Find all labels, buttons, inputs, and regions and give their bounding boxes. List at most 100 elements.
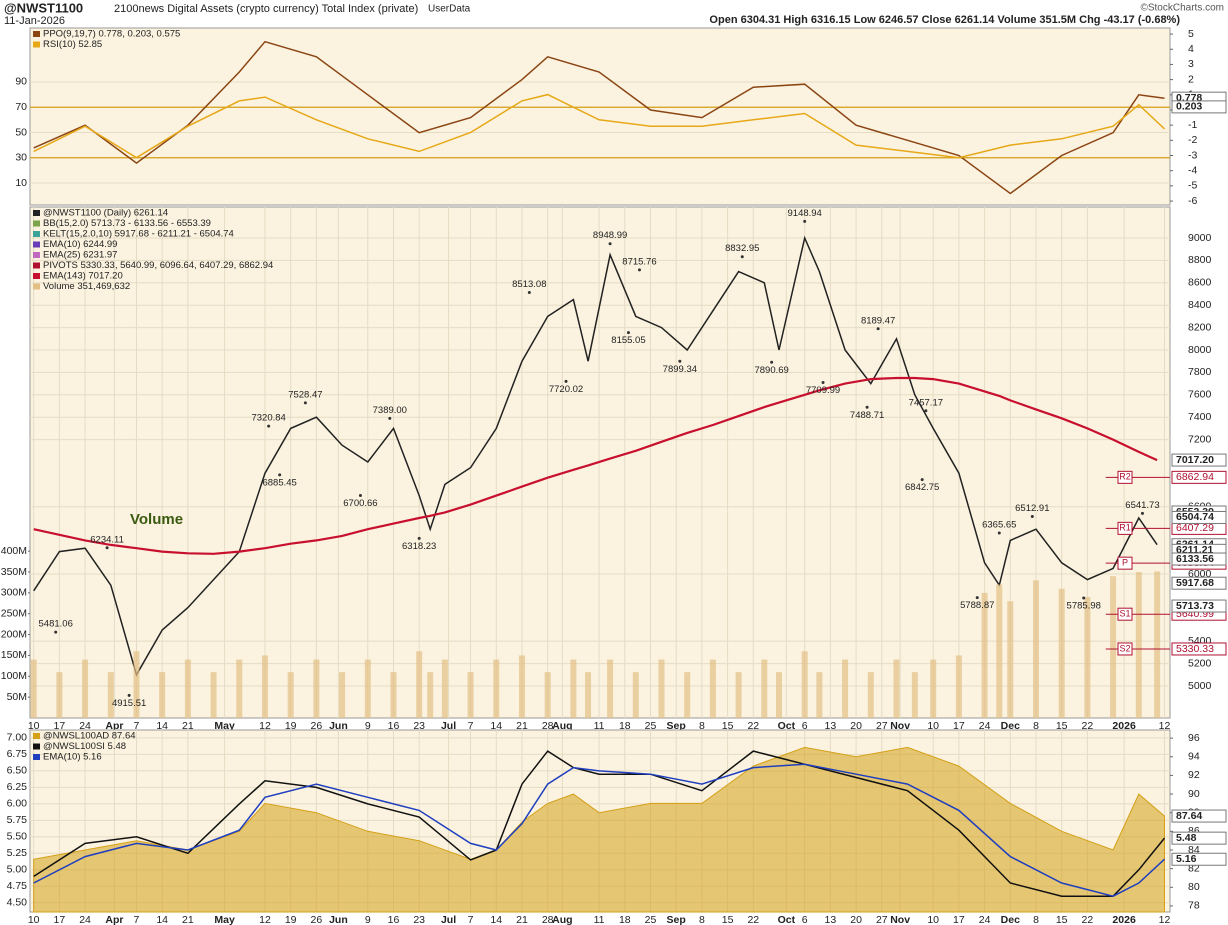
- x-tick-label: 24: [979, 914, 991, 925]
- y-tick-label: 7400: [1188, 411, 1212, 423]
- y2-tick-label: 2: [1188, 73, 1194, 85]
- x-tick-label: 27: [876, 914, 888, 925]
- annotation-label: 7890.69: [754, 365, 788, 376]
- y-tick-label: 5.00: [7, 864, 28, 876]
- annotation-point: [770, 360, 774, 364]
- volume-bar: [56, 672, 63, 718]
- x-tick-label: 17: [54, 720, 66, 732]
- x-tick-label: 22: [1082, 720, 1094, 732]
- annotation-label: 6885.45: [262, 477, 296, 488]
- y-tick-label: 8200: [1188, 321, 1212, 333]
- annotation-label: 5788.87: [960, 600, 994, 611]
- volume-bar: [709, 659, 716, 718]
- value-tag: [1171, 100, 1227, 114]
- x-tick-label: 14: [490, 720, 502, 732]
- pivot-value: 6862.94: [1176, 471, 1214, 483]
- x-tick-label: 16: [388, 914, 400, 925]
- volume-bar: [1154, 571, 1161, 718]
- credit: ©StockCharts.com: [1140, 3, 1224, 14]
- y-tick-label: 6.00: [7, 798, 28, 810]
- pivot-value: 6407.29: [1176, 522, 1214, 534]
- index-name: 2100news Digital Assets (crypto currency…: [114, 3, 418, 15]
- volume-bar: [427, 672, 434, 718]
- legend-entry: EMA(143) 7017.20: [43, 271, 123, 282]
- annotation-label: 7488.71: [850, 410, 884, 421]
- x-tick-label: 24: [79, 914, 91, 925]
- value-tag: [1171, 599, 1227, 613]
- y2-tick-label: 92: [1188, 769, 1200, 781]
- x-tick-label: 14: [490, 914, 502, 925]
- annotation-point: [105, 546, 109, 550]
- volume-bar: [261, 655, 268, 718]
- legend-swatch: [33, 41, 40, 48]
- x-tick-label: Oct: [778, 720, 796, 732]
- y-tick-label: 10: [15, 177, 27, 189]
- x-tick-label: 21: [516, 720, 528, 732]
- y2-tick-label: 5: [1188, 28, 1194, 40]
- x-tick-label: 7: [134, 914, 140, 925]
- x-tick-label: 2026: [1112, 720, 1136, 732]
- volume-bar: [107, 672, 114, 718]
- x-tick-label: 16: [388, 720, 400, 732]
- y2-tick-label: -3: [1188, 149, 1197, 161]
- x-tick-label: Jul: [441, 914, 456, 925]
- x-tick-label: 8: [1033, 914, 1039, 925]
- annotation-point: [278, 473, 282, 477]
- y2-tick-label: -4: [1188, 164, 1197, 176]
- y-tick-label: 5.25: [7, 847, 28, 859]
- annotation-point: [1140, 511, 1144, 515]
- annotation-point: [876, 327, 880, 331]
- volume-bar: [585, 672, 592, 718]
- volume-bar: [735, 672, 742, 718]
- annotation-point: [865, 405, 869, 409]
- annotation-point: [920, 478, 924, 482]
- pivot-name: R2: [1119, 472, 1131, 482]
- volume-bar: [1110, 576, 1117, 718]
- x-tick-label: 8: [699, 720, 705, 732]
- pivot-value: 5330.33: [1176, 643, 1214, 655]
- volume-bar: [684, 672, 691, 718]
- y2-tick-label: -6: [1188, 195, 1197, 207]
- value-tag-label: 5.16: [1176, 853, 1197, 865]
- x-tick-label: 22: [747, 914, 759, 925]
- value-tag: [1171, 852, 1227, 866]
- annotation-label: 7389.00: [373, 405, 407, 416]
- y-tick-label: 8400: [1188, 299, 1212, 311]
- legend-swatch: [33, 733, 40, 739]
- y-tick-label: 5.50: [7, 831, 28, 843]
- annotation-label: 8513.08: [512, 279, 546, 290]
- volume-bar: [1135, 572, 1142, 718]
- x-tick-label: 19: [285, 914, 297, 925]
- volume-bar: [930, 659, 937, 718]
- legend-swatch: [33, 241, 40, 248]
- legend-indicator: EMA(10) 6244.99: [43, 239, 117, 250]
- legend-indicator: PIVOTS 5330.33, 5640.99, 6096.64, 6407.2…: [43, 260, 273, 271]
- line: [33, 376, 1158, 555]
- volume-bar: [364, 659, 371, 718]
- x-tick-label: 21: [182, 720, 194, 732]
- annotation-label: 6365.65: [982, 520, 1016, 531]
- annotation-label: 8832.95: [725, 243, 759, 254]
- annotation-point: [626, 331, 630, 335]
- panel-background: [29, 27, 1171, 206]
- annotation-point: [975, 596, 979, 600]
- annotation-label: 7457.17: [909, 397, 943, 408]
- volume-bar: [801, 651, 808, 718]
- annotation-label: 5785.98: [1067, 600, 1101, 611]
- legend-indicator: EMA(25) 6231.97: [43, 250, 117, 261]
- annotation-point: [678, 359, 682, 363]
- x-tick-label: 12: [259, 720, 271, 732]
- annotation-point: [127, 693, 131, 697]
- source: UserData: [428, 4, 471, 15]
- legend-entry: RSI(10) 52.85: [43, 39, 102, 50]
- x-tick-label: 24: [79, 720, 91, 732]
- volume-bar: [544, 672, 551, 718]
- volume-bar: [441, 659, 448, 718]
- x-tick-label: 22: [747, 720, 759, 732]
- annotation-point: [564, 379, 568, 383]
- annotation-point: [527, 291, 531, 295]
- volume-bar: [632, 672, 639, 718]
- annotation-point: [803, 219, 807, 223]
- y2-tick-label: -2: [1188, 134, 1197, 146]
- x-tick-label: 23: [413, 720, 425, 732]
